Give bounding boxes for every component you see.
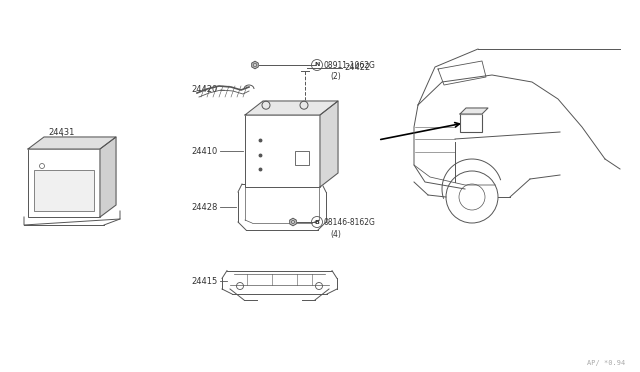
Text: 24428: 24428 bbox=[191, 202, 218, 212]
Polygon shape bbox=[100, 137, 116, 217]
Text: (2): (2) bbox=[330, 73, 340, 81]
Polygon shape bbox=[290, 218, 296, 226]
Text: 24431: 24431 bbox=[49, 128, 75, 137]
Text: 24415: 24415 bbox=[192, 276, 218, 285]
Text: (4): (4) bbox=[330, 230, 341, 238]
Text: 24420: 24420 bbox=[192, 86, 218, 94]
Text: B: B bbox=[315, 219, 319, 224]
Text: N: N bbox=[314, 62, 320, 67]
Bar bbox=[245, 115, 320, 187]
Polygon shape bbox=[245, 101, 338, 115]
Text: 08911-1062G: 08911-1062G bbox=[324, 61, 376, 70]
Bar bbox=[295, 151, 309, 166]
Bar bbox=[460, 114, 482, 132]
Polygon shape bbox=[320, 101, 338, 187]
Text: 24422: 24422 bbox=[344, 63, 371, 72]
Bar bbox=[34, 170, 94, 211]
Text: 24410: 24410 bbox=[192, 147, 218, 155]
Polygon shape bbox=[28, 137, 116, 149]
Text: AP/ *0.94: AP/ *0.94 bbox=[587, 360, 625, 366]
Polygon shape bbox=[460, 108, 488, 114]
Polygon shape bbox=[252, 61, 259, 69]
Bar bbox=[28, 149, 100, 217]
Text: 08146-8162G: 08146-8162G bbox=[324, 218, 376, 227]
